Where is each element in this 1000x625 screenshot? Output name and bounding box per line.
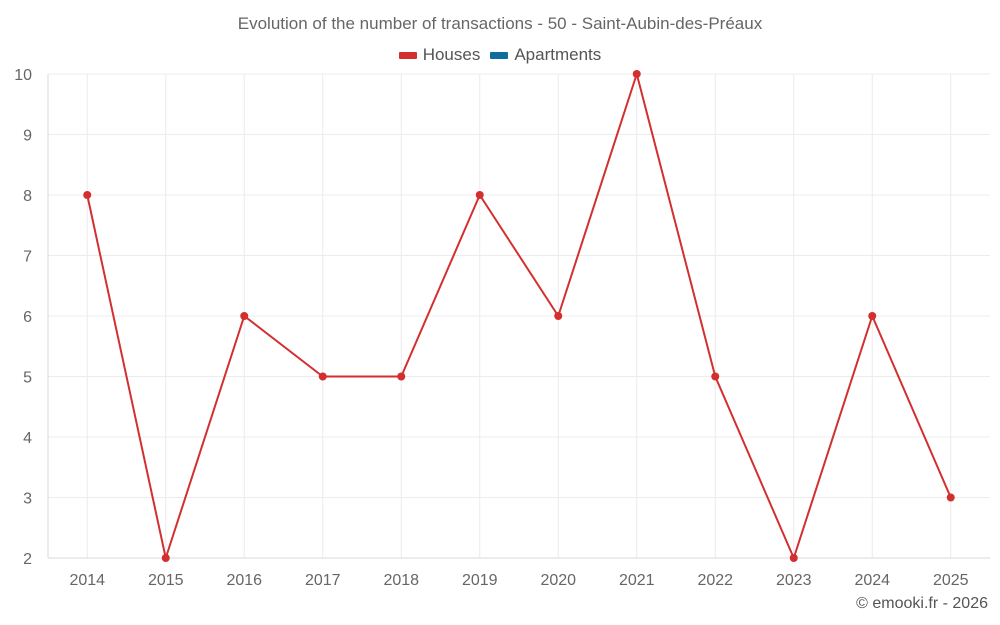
y-tick-label: 2	[23, 551, 32, 568]
y-tick-label: 10	[14, 67, 32, 84]
x-tick-label: 2019	[462, 572, 498, 589]
x-tick-label: 2020	[540, 572, 576, 589]
x-tick-label: 2014	[69, 572, 105, 589]
x-tick-label: 2023	[776, 572, 812, 589]
y-tick-label: 5	[23, 370, 32, 387]
x-tick-label: 2024	[854, 572, 890, 589]
legend-swatch-apartments	[490, 51, 509, 59]
data-point-houses	[161, 554, 170, 562]
legend-label-apartments: Apartments	[514, 45, 602, 64]
x-tick-label: 2015	[148, 572, 184, 589]
y-tick-label: 8	[23, 188, 32, 205]
legend-swatch-houses	[398, 51, 417, 59]
data-point-houses	[397, 372, 406, 381]
x-tick-label: 2025	[933, 572, 969, 589]
y-tick-label: 4	[23, 430, 32, 447]
data-point-houses	[711, 372, 720, 381]
data-point-houses	[789, 554, 798, 562]
data-point-houses	[946, 493, 955, 502]
series-line-houses	[86, 73, 952, 559]
data-point-houses	[868, 312, 877, 320]
chart-legend: Houses Apartments	[0, 45, 1000, 65]
data-point-houses	[240, 312, 249, 320]
y-tick-label: 9	[23, 128, 32, 145]
x-tick-label: 2021	[619, 572, 655, 589]
legend-item-apartments[interactable]: Apartments	[490, 45, 601, 65]
chart-title: Evolution of the number of transactions …	[237, 14, 763, 33]
y-tick-label: 3	[23, 491, 32, 508]
legend-item-houses[interactable]: Houses	[398, 45, 481, 65]
x-tick-label: 2018	[383, 572, 419, 589]
data-point-houses	[83, 191, 92, 199]
y-tick-label: 7	[23, 249, 32, 266]
legend-label-houses: Houses	[422, 45, 481, 64]
x-tick-label: 2022	[697, 572, 733, 589]
data-point-houses	[632, 70, 641, 78]
y-tick-label: 6	[23, 309, 32, 326]
data-point-houses	[475, 191, 484, 199]
credit-text: © emooki.fr - 2026	[856, 595, 988, 612]
data-point-houses	[554, 312, 563, 320]
x-tick-label: 2016	[226, 572, 262, 589]
data-point-houses	[318, 372, 327, 381]
x-tick-label: 2017	[305, 572, 341, 589]
